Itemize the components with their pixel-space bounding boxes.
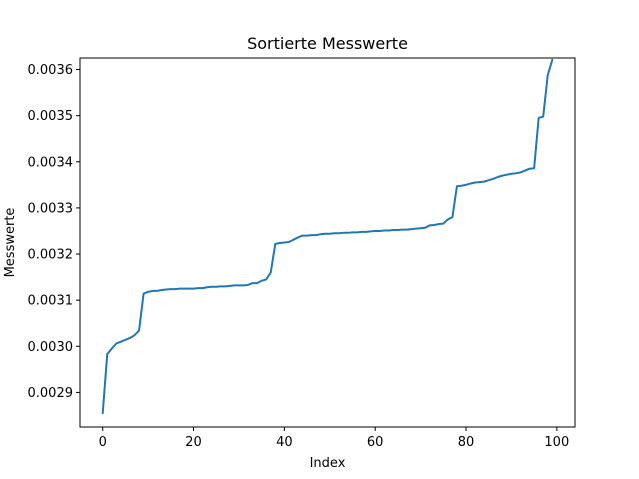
y-tick-label: 0.0036 — [28, 63, 74, 78]
plot-frame — [79, 57, 576, 428]
x-tick-label: 20 — [185, 435, 202, 450]
y-tick-label: 0.0034 — [28, 155, 74, 170]
x-axis-label: Index — [310, 456, 346, 471]
y-axis-label: Messwerte — [3, 208, 18, 278]
x-tick-label: 100 — [544, 435, 569, 450]
plot-area — [80, 58, 575, 427]
y-tick-label: 0.0035 — [28, 109, 74, 124]
x-tick-label: 40 — [276, 435, 293, 450]
y-tick-label: 0.0029 — [28, 386, 74, 401]
x-tick-label: 60 — [367, 435, 384, 450]
y-tick-label: 0.0030 — [28, 340, 74, 355]
series-line — [101, 58, 554, 415]
y-tick-label: 0.0031 — [28, 294, 74, 309]
chart-title: Sortierte Messwerte — [247, 34, 408, 53]
y-tick-label: 0.0032 — [28, 248, 74, 263]
x-tick-label: 80 — [458, 435, 475, 450]
x-tick-label: 0 — [99, 435, 107, 450]
y-tick-label: 0.0033 — [28, 201, 74, 216]
